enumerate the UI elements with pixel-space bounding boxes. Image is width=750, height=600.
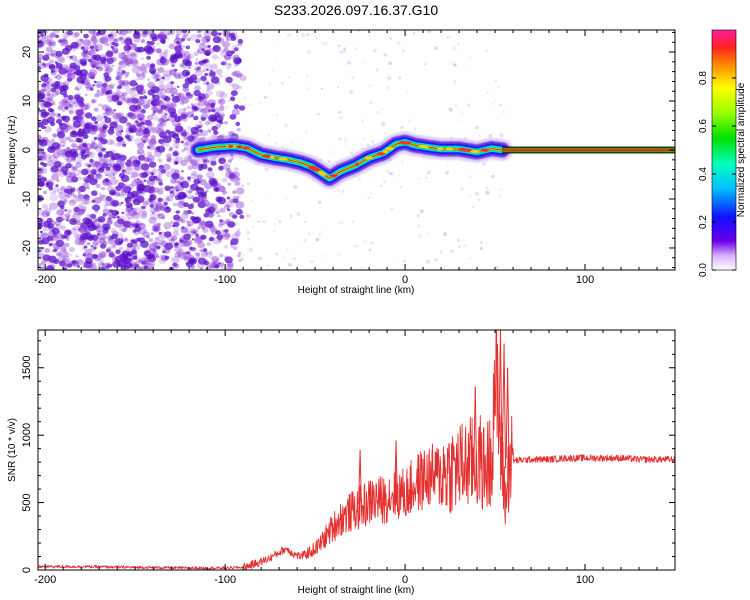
spectrogram-x-label: Height of straight line (km) [298,285,415,296]
snr-data [38,330,675,570]
y-tick-label: -20 [21,240,33,256]
ridge-hotspot [463,148,471,152]
snr-series-line [38,330,675,570]
y-tick-label: 1500 [21,356,33,380]
colorbar-tick-label: 0.6 [698,119,709,133]
ridge-hotspot [262,154,272,158]
x-tick-label: 0 [402,574,408,586]
snr-peak [503,343,507,469]
colorbar-tick-label: 0.0 [698,263,709,277]
colorbar-tick-label: 0.2 [698,215,709,229]
colorbar-ticks: 0.0 0.2 0.4 0.6 0.8 [698,71,736,277]
ridge-hotspot [242,146,251,150]
y-tick-label: 500 [21,493,33,511]
ridge-hotspot [418,144,427,148]
ridge-hotspot [278,157,288,161]
ridge-hotspot [354,162,360,166]
y-tick-label: 10 [21,95,33,107]
ridge-track [187,131,514,190]
x-tick-label: 0 [402,274,408,286]
x-tick-label: -100 [214,274,236,286]
ridge-hotspot [364,156,373,160]
ridge-hotspot [376,152,386,156]
x-tick-label: -100 [214,574,236,586]
y-tick-label: 0 [21,567,33,573]
noise-cloud [38,30,506,270]
colorbar-tick-label: 0.8 [698,71,709,85]
y-tick-label: 20 [21,46,33,58]
ridge-hotspot [382,150,388,154]
colorbar-gradient [711,29,737,271]
snr-peak [474,386,478,488]
snr-peak [507,367,510,479]
snr-y-label: SNR (10 * v/v) [7,418,18,482]
ridge-hotspot [329,174,338,178]
chart-title: S233.2026.097.16.37.G10 [274,2,438,18]
ridge-hotspot [403,141,412,145]
ridge-hotspot [310,166,318,170]
y-tick-label: 1000 [21,423,33,447]
spectrogram-data [38,30,675,270]
x-tick-label: 100 [576,574,594,586]
ridge-hotspot [228,144,234,148]
colorbar-label: Normalized spectral amplitude [736,82,747,217]
ridge-hotspot [270,155,275,159]
y-tick-label: 0 [21,147,33,153]
ridge-hotspot [236,145,243,149]
ridge-hotspot [437,147,444,151]
ridge-hotspot [480,148,489,152]
colorbar: 0.0 0.2 0.4 0.6 0.8 Normalized spectral ampl… [698,29,747,277]
ridge-hotspot [317,170,324,174]
ridge-hotspot [470,150,480,154]
x-tick-label: -200 [34,574,56,586]
snr-peak [499,330,503,463]
snr-x-label: Height of straight line (km) [298,585,415,596]
ridge-hotspot [385,147,395,151]
snr-peak [395,440,399,512]
snr-peak [359,449,363,517]
snr-peak [487,421,490,504]
snr-frame [37,329,676,571]
x-tick-label: -200 [34,274,56,286]
x-tick-label: 100 [576,274,594,286]
steady-band [502,148,675,152]
spectrogram-y-label: Frequency (Hz) [7,116,18,185]
y-tick-label: -10 [21,191,33,207]
colorbar-tick-label: 0.4 [698,167,709,181]
ridge-hotspot [446,147,454,151]
